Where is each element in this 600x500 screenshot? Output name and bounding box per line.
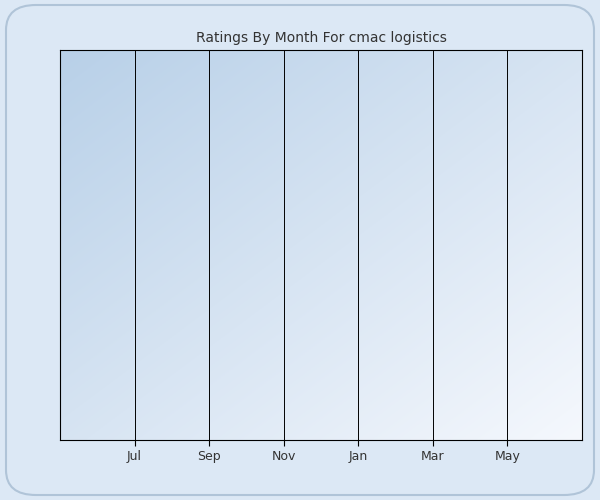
Title: Ratings By Month For cmac logistics: Ratings By Month For cmac logistics — [196, 30, 446, 44]
